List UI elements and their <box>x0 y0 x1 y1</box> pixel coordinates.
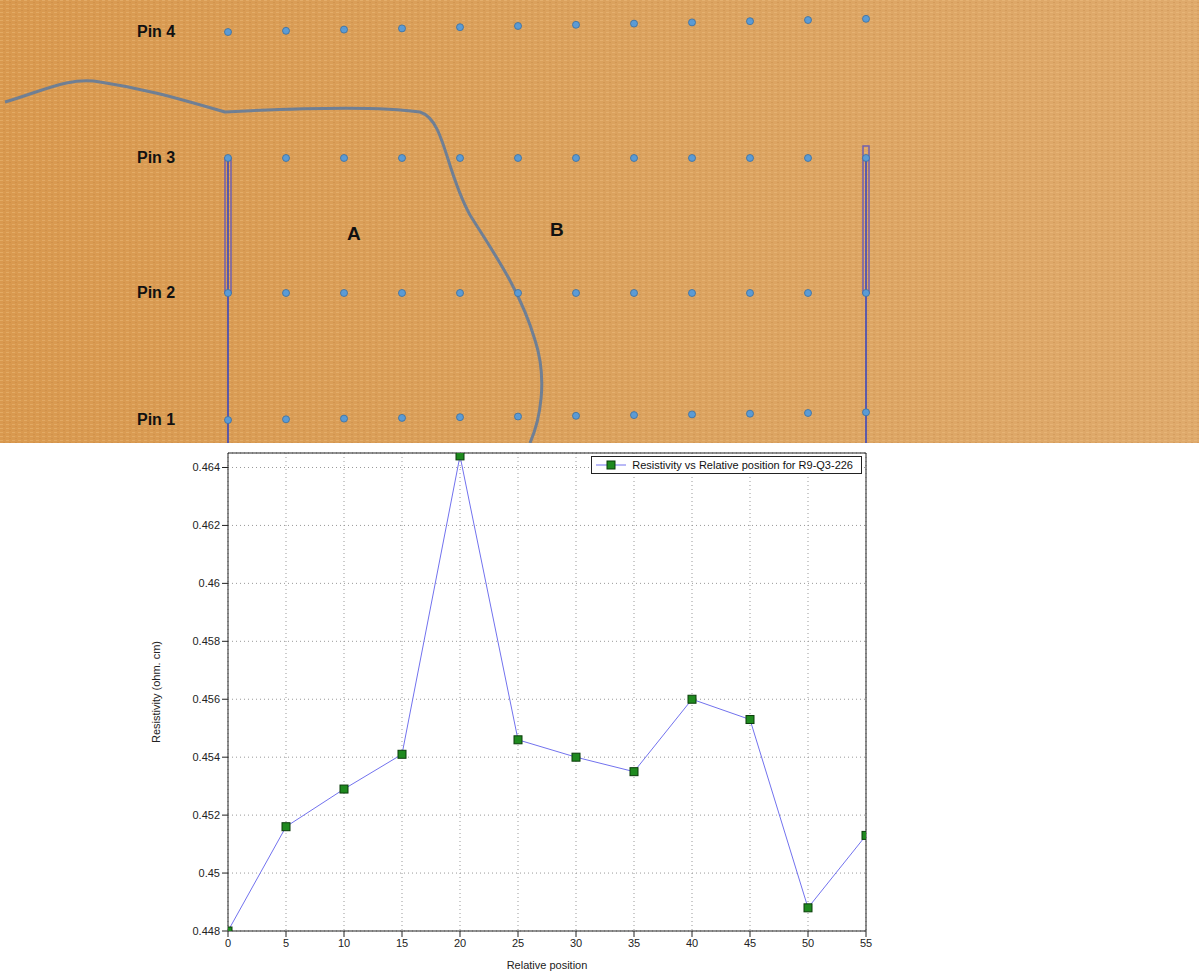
svg-text:0.46: 0.46 <box>199 577 220 589</box>
svg-text:0.458: 0.458 <box>192 635 220 647</box>
svg-text:Pin 1: Pin 1 <box>137 411 175 428</box>
svg-text:50: 50 <box>802 937 814 949</box>
svg-text:55: 55 <box>860 937 872 949</box>
svg-text:A: A <box>347 223 361 244</box>
svg-text:20: 20 <box>454 937 466 949</box>
svg-text:Pin 3: Pin 3 <box>137 149 175 166</box>
svg-text:0.452: 0.452 <box>192 809 220 821</box>
svg-text:40: 40 <box>686 937 698 949</box>
svg-text:30: 30 <box>570 937 582 949</box>
svg-text:5: 5 <box>283 937 289 949</box>
svg-text:Relative position: Relative position <box>507 959 588 971</box>
svg-text:0.456: 0.456 <box>192 693 220 705</box>
svg-text:0.45: 0.45 <box>199 867 220 879</box>
svg-text:35: 35 <box>628 937 640 949</box>
svg-text:0.454: 0.454 <box>192 751 220 763</box>
svg-text:B: B <box>550 219 564 240</box>
svg-text:15: 15 <box>396 937 408 949</box>
svg-text:Pin 4: Pin 4 <box>137 23 175 40</box>
svg-text:Resistivity (ohm. cm): Resistivity (ohm. cm) <box>150 641 162 743</box>
svg-text:Pin 2: Pin 2 <box>137 284 175 301</box>
svg-text:0.462: 0.462 <box>192 519 220 531</box>
svg-text:0: 0 <box>225 937 231 949</box>
svg-text:0.448: 0.448 <box>192 925 220 937</box>
svg-text:0.464: 0.464 <box>192 461 220 473</box>
html-text:Resistivity vs Relative positi: Resistivity vs Relative position for R9-… <box>632 459 853 471</box>
svg-text:45: 45 <box>744 937 756 949</box>
svg-text:10: 10 <box>338 937 350 949</box>
svg-text:25: 25 <box>512 937 524 949</box>
